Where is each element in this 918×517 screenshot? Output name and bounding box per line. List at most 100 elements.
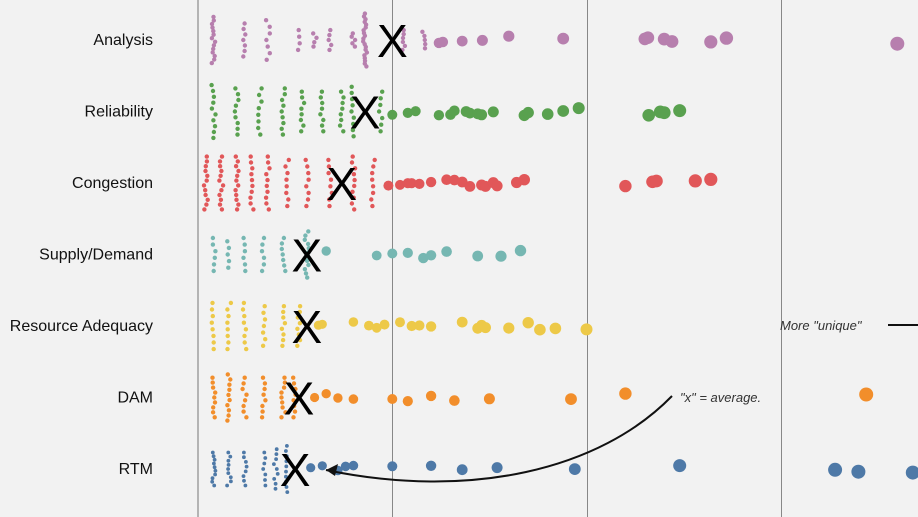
data-point	[263, 456, 268, 460]
data-point	[267, 24, 272, 29]
data-point	[242, 478, 246, 483]
data-point	[262, 461, 267, 466]
data-point	[219, 207, 225, 212]
data-point	[243, 32, 248, 37]
data-point	[348, 317, 359, 327]
data-point	[251, 207, 256, 212]
data-point	[828, 462, 843, 477]
data-point	[263, 472, 268, 477]
data-point	[310, 392, 320, 403]
data-point	[218, 197, 224, 202]
data-point	[226, 258, 232, 264]
data-point	[283, 164, 288, 169]
data-point	[401, 31, 406, 37]
data-point	[280, 252, 285, 257]
data-point	[657, 106, 671, 120]
data-point	[480, 322, 491, 334]
data-point	[400, 35, 406, 41]
data-point	[437, 36, 449, 48]
data-point	[261, 255, 267, 260]
data-point	[217, 202, 223, 207]
data-point	[400, 39, 406, 45]
data-point	[212, 39, 218, 44]
data-point	[243, 268, 248, 274]
data-point	[242, 48, 247, 54]
data-point	[401, 27, 406, 33]
data-point	[387, 109, 398, 120]
data-point	[232, 109, 238, 114]
data-point	[299, 95, 305, 100]
data-point	[414, 178, 425, 189]
data-point	[203, 192, 208, 198]
data-point	[212, 124, 218, 129]
data-point	[201, 183, 207, 188]
data-point	[321, 117, 326, 123]
data-point	[291, 381, 297, 386]
data-point	[298, 117, 304, 123]
data-point	[456, 316, 468, 328]
data-point	[258, 132, 263, 137]
data-point	[400, 47, 405, 53]
data-point	[211, 346, 216, 352]
data-point	[284, 474, 288, 479]
data-point	[503, 30, 515, 42]
data-point	[233, 154, 238, 159]
data-point	[235, 159, 240, 164]
data-point	[225, 346, 230, 352]
data-point	[379, 122, 384, 127]
data-point	[378, 102, 383, 108]
data-point	[256, 125, 261, 131]
data-point	[226, 265, 231, 270]
data-point	[262, 386, 267, 392]
data-point	[279, 415, 284, 420]
data-point	[441, 246, 452, 257]
data-point	[228, 454, 233, 459]
data-point	[306, 229, 311, 234]
data-point	[265, 44, 270, 49]
data-point	[259, 249, 265, 254]
category-label: Supply/Demand	[39, 247, 153, 264]
data-point	[226, 313, 231, 319]
data-point	[212, 57, 217, 62]
data-point	[311, 31, 316, 36]
data-point	[260, 375, 266, 380]
data-point	[328, 27, 333, 33]
data-point	[387, 394, 398, 404]
data-point	[233, 103, 239, 108]
data-point	[261, 467, 266, 471]
data-point	[211, 129, 217, 135]
data-point	[263, 483, 268, 488]
data-point	[263, 398, 268, 403]
data-point	[281, 332, 286, 337]
data-point	[619, 387, 632, 400]
data-point	[704, 172, 718, 186]
data-point	[285, 444, 289, 448]
data-point	[233, 164, 239, 169]
data-point	[273, 481, 278, 486]
data-point	[425, 321, 437, 332]
data-point	[209, 36, 215, 41]
data-point	[227, 397, 232, 403]
data-point	[301, 123, 306, 128]
data-point	[285, 490, 290, 494]
data-point	[262, 381, 268, 386]
data-point	[297, 321, 303, 326]
data-point	[210, 327, 215, 332]
data-point	[291, 415, 296, 420]
data-point	[242, 21, 247, 26]
data-point	[491, 180, 503, 192]
data-point	[235, 120, 240, 126]
data-point	[673, 459, 687, 473]
data-point	[225, 372, 230, 377]
data-point	[242, 43, 248, 48]
data-point	[235, 173, 240, 178]
data-point	[306, 170, 311, 176]
data-point	[352, 44, 358, 49]
data-point	[244, 392, 249, 397]
data-point	[285, 203, 290, 209]
data-point	[534, 323, 546, 336]
data-point	[228, 300, 234, 306]
data-point	[210, 235, 216, 241]
data-point	[312, 40, 317, 45]
data-point	[410, 106, 421, 117]
